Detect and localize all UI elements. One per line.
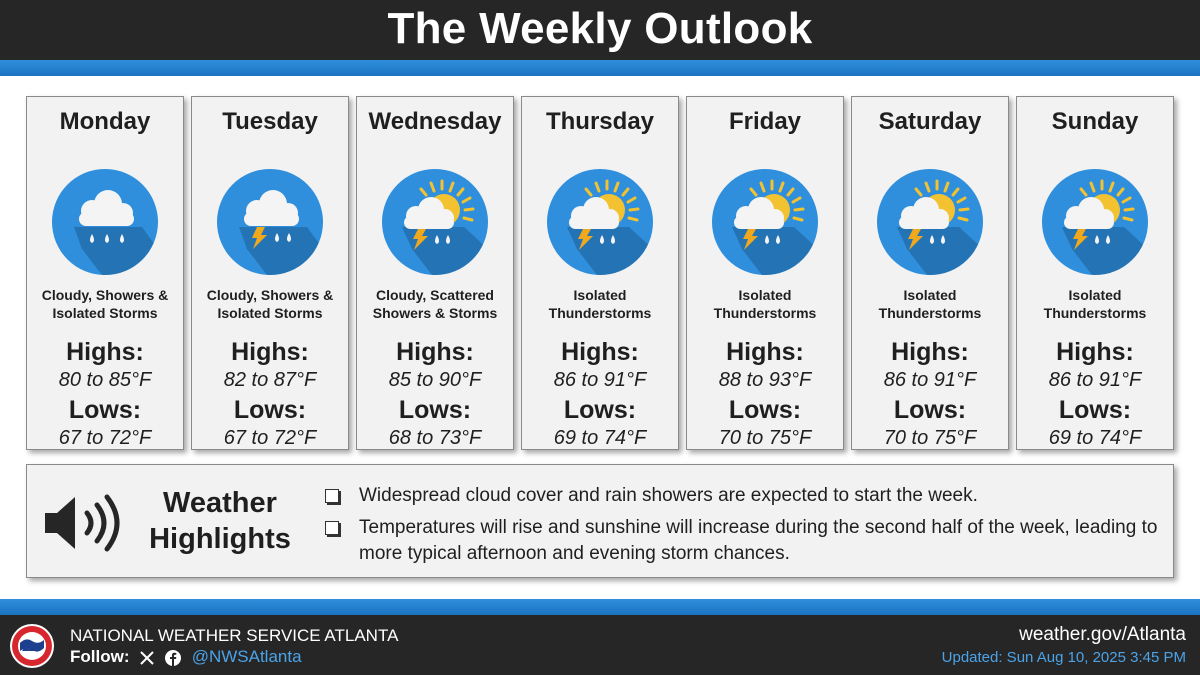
x-icon[interactable] [140, 650, 154, 665]
condition-text: Cloudy, Scattered Showers & Storms [357, 286, 513, 322]
checkbox-bullet-icon [325, 521, 339, 535]
highlights-title-line1: Weather [163, 487, 277, 519]
lows-range: 70 to 75°F [883, 427, 977, 449]
day-card-sunday: Sunday Isolated Thunderstorms Highs: 86 to 9… [1016, 96, 1174, 450]
lows-range: 70 to 75°F [718, 427, 812, 449]
main-panel: Monday Cloudy, Showers & Isolated Storms Hi… [0, 76, 1200, 599]
highs-label: Highs: [231, 338, 309, 366]
condition-line: Thunderstorms [548, 305, 652, 321]
condition-text: Isolated Thunderstorms [1017, 286, 1173, 322]
highlight-text: Widespread cloud cover and rain showers … [359, 485, 978, 506]
updated-timestamp: Updated: Sun Aug 10, 2025 3:45 PM [941, 649, 1186, 666]
lows-label: Lows: [1058, 396, 1132, 424]
header-banner: The Weekly Outlook [0, 0, 1200, 60]
cloud-storm-icon [217, 169, 323, 275]
day-card-monday: Monday Cloudy, Showers & Isolated Storms Hi… [26, 96, 184, 450]
lows-range: 69 to 74°F [1048, 427, 1142, 449]
highs-range: 85 to 90°F [388, 369, 482, 391]
condition-line: Showers & Storms [372, 305, 498, 321]
forecast-cards: Monday Cloudy, Showers & Isolated Storms Hi… [26, 96, 1176, 452]
day-card-saturday: Saturday Isolated Thunderstorms Highs: 86 to… [851, 96, 1009, 450]
highs-range: 86 to 91°F [1048, 369, 1142, 391]
lows-range: 68 to 73°F [388, 427, 482, 449]
lows-label: Lows: [563, 396, 637, 424]
condition-line: Cloudy, Showers & [206, 287, 334, 303]
highs-label: Highs: [561, 338, 639, 366]
condition-line: Isolated [738, 287, 792, 303]
condition-line: Isolated [573, 287, 627, 303]
speaker-icon [45, 494, 120, 552]
bottom-accent-band [0, 599, 1200, 615]
lows-label: Lows: [233, 396, 307, 424]
day-name: Saturday [878, 108, 982, 135]
day-name: Sunday [1051, 108, 1139, 135]
lows-label: Lows: [728, 396, 802, 424]
condition-text: Cloudy, Showers & Isolated Storms [192, 286, 348, 322]
highs-label: Highs: [396, 338, 474, 366]
footer: NATIONAL WEATHER SERVICE ATLANTA Follow:… [0, 615, 1200, 675]
highs-range: 88 to 93°F [718, 369, 812, 391]
condition-line: Cloudy, Showers & [41, 287, 169, 303]
condition-line: Thunderstorms [713, 305, 817, 321]
sun-cloud-storm-icon [547, 169, 653, 275]
condition-text: Isolated Thunderstorms [852, 286, 1008, 322]
condition-line: Isolated Storms [52, 305, 158, 321]
highs-range: 86 to 91°F [883, 369, 977, 391]
day-name: Friday [728, 108, 802, 135]
website-link[interactable]: weather.gov/Atlanta [1019, 624, 1186, 645]
condition-text: Isolated Thunderstorms [522, 286, 678, 322]
highs-range: 86 to 91°F [553, 369, 647, 391]
highs-range: 82 to 87°F [223, 369, 317, 391]
follow-label: Follow: [70, 647, 130, 666]
lows-range: 67 to 72°F [58, 427, 152, 449]
sun-cloud-storm-icon [712, 169, 818, 275]
highs-label: Highs: [891, 338, 969, 366]
day-card-thursday: Thursday Isolated Thunderstorms Highs: 86 to… [521, 96, 679, 450]
day-card-friday: Friday Isolated Thunderstorms Highs: 88 to 9… [686, 96, 844, 450]
checkbox-bullet-icon [325, 489, 339, 503]
day-card-tuesday: Tuesday Cloudy, Showers & Isolated Storms H… [191, 96, 349, 450]
condition-text: Cloudy, Showers & Isolated Storms [27, 286, 183, 322]
lows-label: Lows: [68, 396, 142, 424]
condition-text: Isolated Thunderstorms [687, 286, 843, 322]
lows-range: 69 to 74°F [553, 427, 647, 449]
sun-cloud-storm-icon [1042, 169, 1148, 275]
highlights-title-line2: Highlights [149, 523, 291, 555]
condition-line: Isolated [1068, 287, 1122, 303]
condition-line: Thunderstorms [878, 305, 982, 321]
condition-line: Isolated Storms [217, 305, 323, 321]
highs-range: 80 to 85°F [58, 369, 152, 391]
day-name: Tuesday [222, 108, 318, 135]
top-accent-band [0, 60, 1200, 76]
lows-label: Lows: [893, 396, 967, 424]
condition-line: Thunderstorms [1043, 305, 1147, 321]
page-title: The Weekly Outlook [387, 4, 813, 53]
sun-cloud-storm-icon [382, 169, 488, 275]
follow-row: Follow: @NWSAtlanta [70, 647, 302, 667]
lows-label: Lows: [398, 396, 472, 424]
day-card-wednesday: Wednesday Cloudy, Scattered Showers & Stor… [356, 96, 514, 450]
highs-label: Highs: [726, 338, 804, 366]
day-name: Thursday [545, 108, 655, 135]
social-handle-link[interactable]: @NWSAtlanta [191, 647, 302, 666]
highlight-text: Temperatures will rise and sunshine will… [359, 517, 1158, 564]
org-name: NATIONAL WEATHER SERVICE ATLANTA [70, 626, 399, 645]
highlights-title: Weather Highlights [145, 485, 295, 557]
highs-label: Highs: [66, 338, 144, 366]
cloud-rain-icon [52, 169, 158, 275]
lows-range: 67 to 72°F [223, 427, 317, 449]
condition-line: Isolated [903, 287, 957, 303]
weather-highlights-panel: Weather Highlights Widespread cloud cove… [26, 464, 1174, 578]
nws-logo-icon [10, 624, 54, 668]
condition-line: Cloudy, Scattered [376, 287, 494, 303]
highs-label: Highs: [1056, 338, 1134, 366]
day-name: Wednesday [368, 108, 502, 135]
facebook-icon[interactable] [164, 649, 181, 666]
sun-cloud-storm-icon [877, 169, 983, 275]
day-name: Monday [59, 108, 151, 135]
